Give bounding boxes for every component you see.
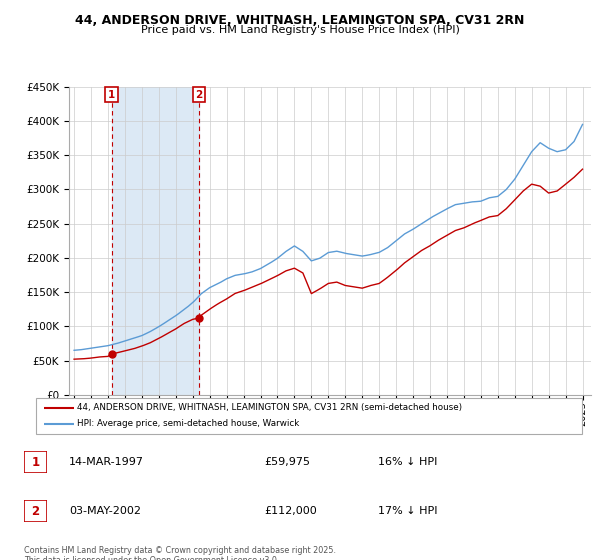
FancyBboxPatch shape xyxy=(24,451,47,473)
Text: Price paid vs. HM Land Registry's House Price Index (HPI): Price paid vs. HM Land Registry's House … xyxy=(140,25,460,35)
Text: Contains HM Land Registry data © Crown copyright and database right 2025.
This d: Contains HM Land Registry data © Crown c… xyxy=(24,546,336,560)
Text: 16% ↓ HPI: 16% ↓ HPI xyxy=(378,457,437,467)
Text: 1: 1 xyxy=(108,90,115,100)
Bar xyxy=(112,87,199,395)
Text: 14-MAR-1997: 14-MAR-1997 xyxy=(69,457,144,467)
FancyBboxPatch shape xyxy=(36,398,582,434)
Text: 2: 2 xyxy=(31,505,40,518)
Text: 17% ↓ HPI: 17% ↓ HPI xyxy=(378,506,437,516)
Text: 44, ANDERSON DRIVE, WHITNASH, LEAMINGTON SPA, CV31 2RN: 44, ANDERSON DRIVE, WHITNASH, LEAMINGTON… xyxy=(76,14,524,27)
Text: 1: 1 xyxy=(31,455,40,469)
FancyBboxPatch shape xyxy=(24,500,47,522)
Text: £59,975: £59,975 xyxy=(264,457,310,467)
Text: 44, ANDERSON DRIVE, WHITNASH, LEAMINGTON SPA, CV31 2RN (semi-detached house): 44, ANDERSON DRIVE, WHITNASH, LEAMINGTON… xyxy=(77,403,462,412)
Text: 03-MAY-2002: 03-MAY-2002 xyxy=(69,506,141,516)
Text: HPI: Average price, semi-detached house, Warwick: HPI: Average price, semi-detached house,… xyxy=(77,419,299,428)
Text: 2: 2 xyxy=(196,90,203,100)
Text: £112,000: £112,000 xyxy=(264,506,317,516)
